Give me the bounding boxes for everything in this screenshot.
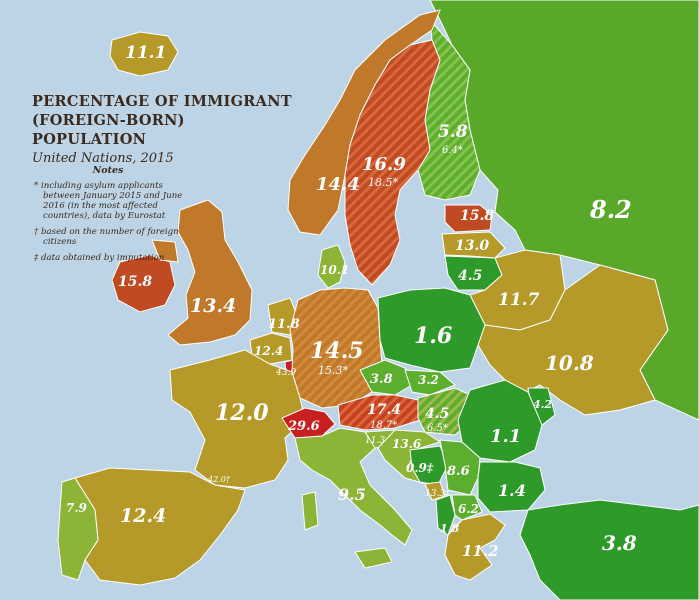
map-title-line2: (FOREIGN-BORN) POPULATION: [32, 112, 185, 148]
label-andorra: 42.0†: [207, 475, 231, 484]
map-title-line1: PERCENTAGE OF IMMIGRANT: [32, 93, 292, 110]
label-russia: 8.2: [589, 195, 632, 224]
label-poland: 1.6: [414, 323, 452, 349]
title-block: PERCENTAGE OF IMMIGRANT (FOREIGN-BORN) P…: [32, 92, 302, 166]
label-uk: 13.4: [190, 295, 236, 317]
label-finland-asylum: 6.4*: [442, 145, 463, 156]
label-portugal: 7.9: [66, 501, 88, 515]
label-bosnia: 0.9‡: [406, 461, 434, 475]
label-austria: 17.4: [367, 402, 401, 418]
label-latvia: 13.0: [455, 238, 489, 254]
label-germany-asylum: 15.3*: [318, 364, 348, 377]
region-macedonia: [451, 494, 483, 521]
label-hungary-asylum: 6.5*: [427, 423, 448, 434]
region-uk: [167, 199, 253, 346]
region-france: [169, 349, 306, 489]
label-bulgaria: 1.4: [498, 481, 526, 500]
label-czechia: 3.8: [370, 372, 393, 387]
label-romania: 1.1: [490, 426, 521, 447]
note-citizens: † based on the number of foreign citizen…: [34, 227, 179, 247]
label-france: 12.0: [215, 400, 269, 426]
label-finland: 5.8: [438, 122, 468, 142]
label-iceland: 11.1: [125, 43, 166, 63]
label-belgium: 12.4: [254, 344, 283, 358]
region-estonia: [444, 204, 493, 233]
label-austria-asylum: 18.7*: [370, 420, 397, 431]
region-italy: [294, 427, 413, 546]
label-macedonia: 6.2: [458, 502, 479, 516]
region-ireland: [111, 254, 176, 313]
label-spain: 12.4: [120, 505, 166, 527]
label-hungary: 4.5: [425, 406, 449, 422]
label-germany: 14.5: [310, 338, 364, 364]
label-slovenia: 11.3: [365, 436, 385, 446]
label-serbia: 8.6: [447, 464, 470, 479]
label-ukraine: 10.8: [545, 351, 594, 375]
region-montenegro: [424, 481, 446, 501]
label-slovakia: 3.2: [418, 373, 439, 387]
map-subtitle: United Nations, 2015: [32, 151, 174, 166]
region-serbia: [439, 439, 481, 496]
region-turkey: [519, 499, 699, 600]
region-romania: [457, 379, 543, 463]
label-greece: 11.2: [462, 542, 499, 560]
note-asylum: * including asylum applicants between Ja…: [34, 181, 183, 221]
label-estonia: 15.8: [460, 208, 494, 224]
label-ireland: 15.8: [118, 274, 152, 290]
label-croatia: 13.6: [392, 437, 422, 451]
note-imputed: ‡ data obtained by imputation: [34, 253, 165, 263]
label-montenegro: 13.3‡: [425, 489, 450, 499]
region-slovakia: [404, 369, 456, 396]
region-albania: [435, 494, 456, 536]
region-iceland: [109, 31, 179, 77]
label-switzerland: 29.6: [287, 419, 320, 434]
label-denmark: 10.1: [320, 263, 349, 277]
region-portugal: [57, 477, 99, 581]
region-poland: [377, 287, 486, 373]
region-ukraine: [477, 264, 669, 416]
label-italy: 9.5: [338, 485, 366, 504]
region-greece: [444, 513, 506, 581]
label-lithuania: 4.5: [458, 268, 482, 284]
label-luxembourg: 43.9: [275, 368, 296, 378]
label-netherlands: 11.8: [268, 317, 300, 332]
label-kosovo: 1.8: [440, 522, 459, 535]
notes-heading: Notes: [92, 165, 124, 176]
region-denmark: [317, 244, 346, 289]
notes-panel: Notes * including asylum applicants betw…: [33, 166, 183, 269]
label-norway: 14.4: [316, 174, 360, 195]
label-turkey: 3.8: [602, 531, 637, 555]
label-sweden-asylum: 18.5*: [368, 176, 398, 189]
label-moldova: 4.2: [533, 398, 552, 411]
region-sicily: [354, 547, 393, 569]
label-sweden: 16.9: [362, 154, 406, 175]
region-northern-ireland: [151, 239, 179, 263]
label-belarus: 11.7: [498, 290, 540, 310]
region-sardinia: [301, 491, 319, 531]
region-sweden: [344, 39, 441, 286]
